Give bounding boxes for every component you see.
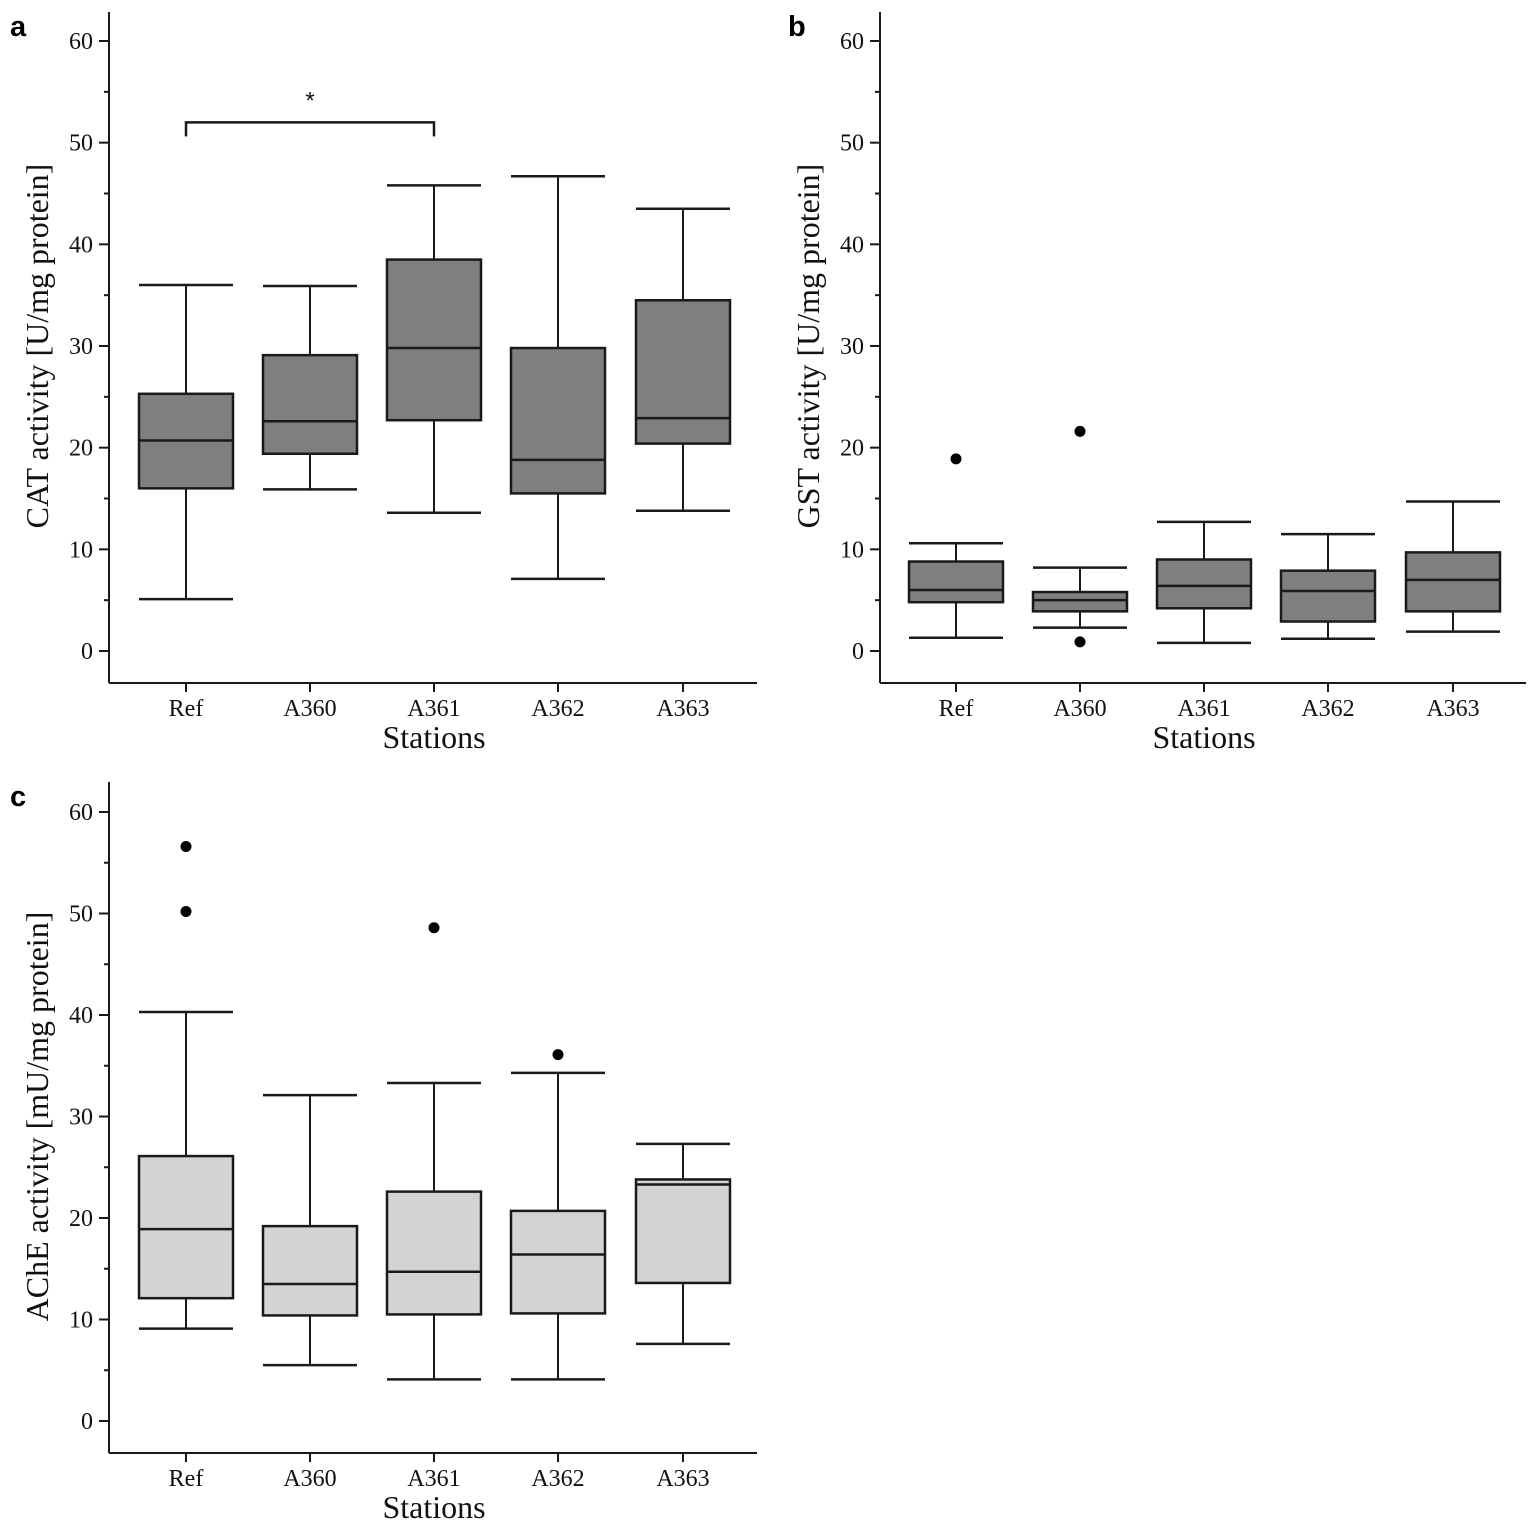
y-tick-label: 0	[81, 639, 93, 665]
y-tick-label: 0	[852, 639, 864, 665]
box-iqr	[1279, 569, 1377, 623]
box-a363	[634, 207, 732, 512]
box-a360	[261, 284, 359, 491]
y-tick-label: 30	[69, 1105, 93, 1131]
y-tick-label: 20	[840, 436, 864, 462]
y-tick-label: 20	[69, 436, 93, 462]
panel-letter: c	[10, 781, 26, 813]
panel-letter: b	[788, 11, 806, 43]
x-tick-label: A360	[283, 696, 336, 722]
y-tick-label: 10	[840, 537, 864, 563]
y-axis-title: AChE activity [mU/mg protein]	[19, 912, 55, 1322]
box-iqr	[385, 1190, 483, 1316]
box-ref	[137, 841, 235, 1330]
y-axis-title: GST activity [U/mg protein]	[790, 164, 826, 529]
y-tick-label: 60	[69, 29, 93, 55]
y-tick-label: 60	[840, 29, 864, 55]
y-tick-label: 30	[840, 334, 864, 360]
x-axis-title: Stations	[1152, 719, 1255, 755]
y-tick-label: 50	[69, 902, 93, 928]
outlier-point	[1074, 636, 1086, 648]
box-a363	[1404, 500, 1502, 633]
x-tick-label: A362	[531, 696, 584, 722]
box-a361	[1155, 520, 1253, 645]
box-ref	[137, 283, 235, 601]
box-a360	[261, 1093, 359, 1367]
outlier-point	[428, 922, 440, 934]
y-tick-label: 0	[81, 1409, 93, 1435]
y-tick-label: 50	[840, 131, 864, 157]
box-a362	[509, 174, 607, 581]
box-iqr	[385, 258, 483, 422]
chart-panel-b: b 0 10 20 30 40 50 60 Ref A360 A361 A362 A363 Station…	[788, 11, 1526, 755]
box-iqr	[634, 299, 732, 445]
y-axis-title: CAT activity [U/mg protein]	[19, 164, 55, 529]
y-tick-label: 30	[69, 334, 93, 360]
y-tick-label: 40	[840, 232, 864, 258]
significance-bracket	[184, 121, 436, 137]
chart-panel-a: a 0 10 20 30 40 50 60 Ref A360 A361 A362 A363 Station…	[10, 11, 757, 755]
box-iqr	[1155, 558, 1253, 610]
y-tick-label: 40	[69, 1003, 93, 1029]
significance-label: *	[305, 87, 314, 114]
x-tick-label: A360	[283, 1466, 336, 1492]
x-tick-label: Ref	[169, 1466, 204, 1492]
x-tick-label: A360	[1053, 696, 1106, 722]
x-tick-label: A363	[656, 1466, 709, 1492]
box-a362	[1279, 532, 1377, 641]
x-axis-title: Stations	[382, 719, 485, 755]
y-tick-label: 60	[69, 800, 93, 826]
outlier-point	[180, 841, 192, 853]
x-tick-label: A363	[656, 696, 709, 722]
x-axis-title: Stations	[382, 1489, 485, 1525]
panel-letter: a	[10, 11, 27, 43]
chart-panel-c: c 0 10 20 30 40 50 60 Ref A360 A361 A362 A363 Station…	[10, 781, 757, 1525]
box-a363	[634, 1142, 732, 1346]
x-tick-label: A361	[1177, 696, 1230, 722]
x-tick-label: A363	[1426, 696, 1479, 722]
x-tick-label: Ref	[939, 696, 974, 722]
x-tick-label: A362	[531, 1466, 584, 1492]
y-tick-label: 50	[69, 131, 93, 157]
y-tick-label: 10	[69, 537, 93, 563]
x-tick-label: A361	[407, 1466, 460, 1492]
x-tick-label: A361	[407, 696, 460, 722]
box-iqr	[1031, 590, 1129, 613]
outlier-point	[180, 905, 192, 917]
y-tick-label: 20	[69, 1206, 93, 1232]
box-iqr	[509, 346, 607, 495]
box-iqr	[1404, 551, 1502, 613]
x-tick-label: Ref	[169, 696, 204, 722]
box-iqr	[509, 1209, 607, 1315]
y-tick-label: 10	[69, 1308, 93, 1334]
box-a361	[385, 184, 483, 514]
outlier-point	[950, 453, 962, 465]
box-iqr	[634, 1178, 732, 1285]
outlier-point	[1074, 425, 1086, 437]
x-tick-label: A362	[1301, 696, 1354, 722]
box-a361	[385, 922, 483, 1381]
outlier-point	[552, 1049, 564, 1061]
box-iqr	[907, 560, 1005, 604]
box-iqr	[137, 1154, 235, 1300]
box-iqr	[261, 1224, 359, 1317]
box-iqr	[261, 353, 359, 456]
box-ref	[907, 453, 1005, 640]
box-a360	[1031, 425, 1129, 648]
y-tick-label: 40	[69, 232, 93, 258]
box-a362	[509, 1049, 607, 1381]
